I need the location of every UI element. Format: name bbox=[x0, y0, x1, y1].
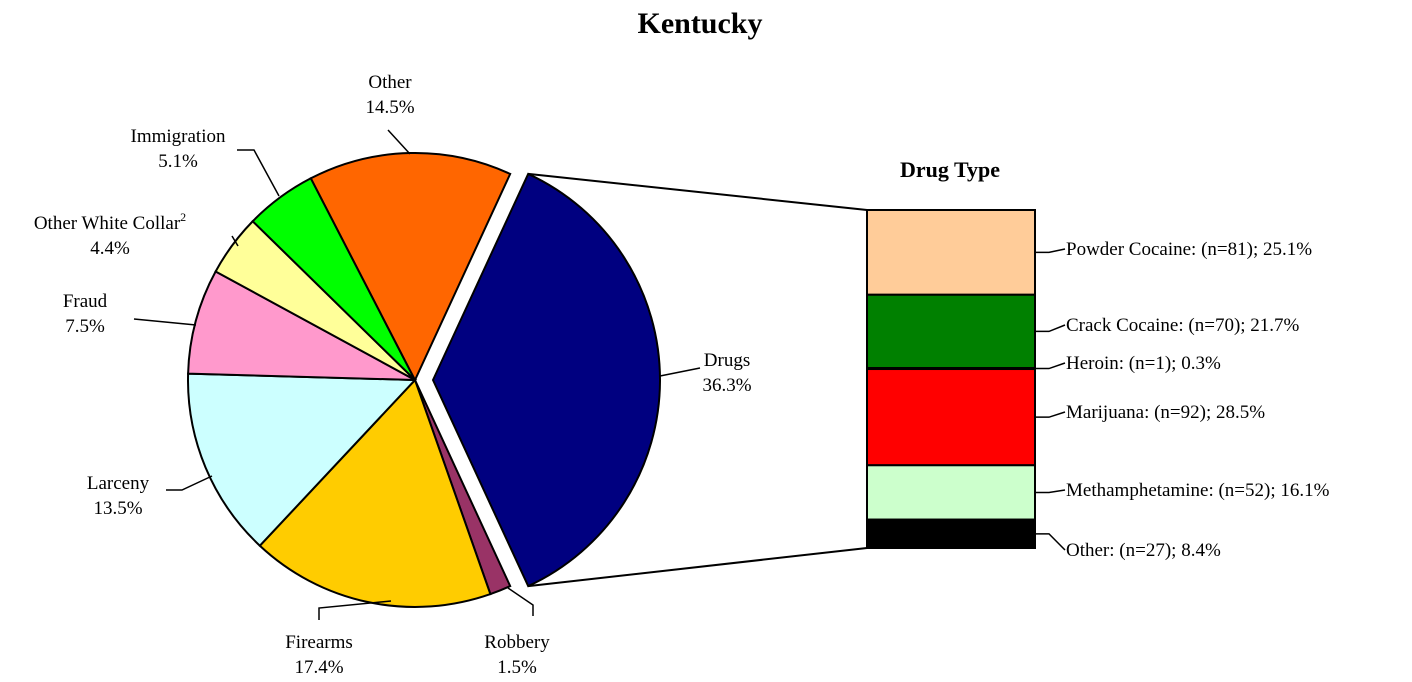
drug-type-bar bbox=[866, 209, 1036, 549]
leader-line-robbery bbox=[507, 587, 534, 616]
pie-label-immigration: Immigration bbox=[131, 126, 226, 147]
pie-label-other-white-collar: Other White Collar2 bbox=[34, 210, 186, 234]
bar-leader-crack-cocaine bbox=[1035, 324, 1066, 333]
bar-label-marijuana: Marijuana: (n=92); 28.5% bbox=[1066, 402, 1265, 423]
pie-value-immigration: 5.1% bbox=[158, 151, 198, 172]
connector-bottom bbox=[528, 547, 868, 588]
bar-label-crack-cocaine: Crack Cocaine: (n=70); 21.7% bbox=[1066, 315, 1300, 336]
pie-labels: Drugs 36.3% Robbery 1.5% Firearms 17.4% Larcen… bbox=[34, 72, 752, 678]
pie-label-firearms: Firearms bbox=[285, 632, 353, 653]
pie-slice-fraud bbox=[187, 270, 416, 381]
bar-segment-marijuana bbox=[866, 368, 1036, 467]
bar-segment-crack-cocaine bbox=[866, 293, 1036, 370]
leader-line-other bbox=[387, 129, 411, 155]
pie-value-fraud: 7.5% bbox=[65, 316, 105, 337]
pie-label-robbery: Robbery bbox=[484, 632, 550, 653]
chart-title: Kentucky bbox=[637, 7, 762, 40]
pie-value-drugs: 36.3% bbox=[702, 375, 751, 396]
bar-label-methamphetamine: Methamphetamine: (n=52); 16.1% bbox=[1066, 480, 1330, 501]
bar-label-heroin: Heroin: (n=1); 0.3% bbox=[1066, 353, 1221, 374]
bar-segment-other bbox=[866, 518, 1036, 549]
drug-type-title: Drug Type bbox=[900, 157, 1000, 182]
bar-leader-powder-cocaine bbox=[1035, 248, 1066, 254]
pie-value-robbery: 1.5% bbox=[497, 657, 537, 678]
pie-slice-firearms bbox=[258, 378, 492, 608]
drug-type-labels: Powder Cocaine: (n=81); 25.1% Crack Cocai… bbox=[1035, 239, 1330, 561]
leader-line-larceny bbox=[166, 475, 213, 491]
bar-label-powder-cocaine: Powder Cocaine: (n=81); 25.1% bbox=[1066, 239, 1312, 260]
pie-slice-drugs bbox=[431, 172, 661, 588]
pie-value-larceny: 13.5% bbox=[93, 498, 142, 519]
bar-leader-heroin bbox=[1035, 362, 1066, 370]
leader-line-drugs bbox=[659, 367, 701, 377]
pie-chart bbox=[187, 152, 661, 608]
leader-line-fraud bbox=[133, 318, 197, 326]
leader-line-immigration bbox=[237, 149, 280, 197]
pie-label-other: Other bbox=[368, 72, 412, 93]
footnote-marker: 2 bbox=[180, 210, 186, 224]
pie-label-fraud: Fraud bbox=[63, 291, 108, 312]
bar-label-other: Other: (n=27); 8.4% bbox=[1066, 540, 1221, 561]
bar-leader-other bbox=[1035, 533, 1066, 551]
pie-label-larceny: Larceny bbox=[87, 473, 150, 494]
pie-value-other-white-collar: 4.4% bbox=[90, 238, 130, 259]
pie-label-drugs: Drugs bbox=[704, 350, 750, 371]
explode-connectors bbox=[528, 172, 868, 588]
connector-top bbox=[528, 172, 868, 211]
pie-value-firearms: 17.4% bbox=[294, 657, 343, 678]
bar-segment-powder-cocaine bbox=[866, 209, 1036, 296]
bar-segment-methamphetamine bbox=[866, 464, 1036, 521]
bar-leader-methamphetamine bbox=[1035, 489, 1066, 494]
bar-leader-marijuana bbox=[1035, 411, 1066, 418]
leader-line-other-white-collar bbox=[231, 235, 239, 247]
leader-line-firearms bbox=[318, 600, 392, 620]
pie-slice-larceny bbox=[187, 372, 418, 548]
pie-value-other: 14.5% bbox=[365, 97, 414, 118]
